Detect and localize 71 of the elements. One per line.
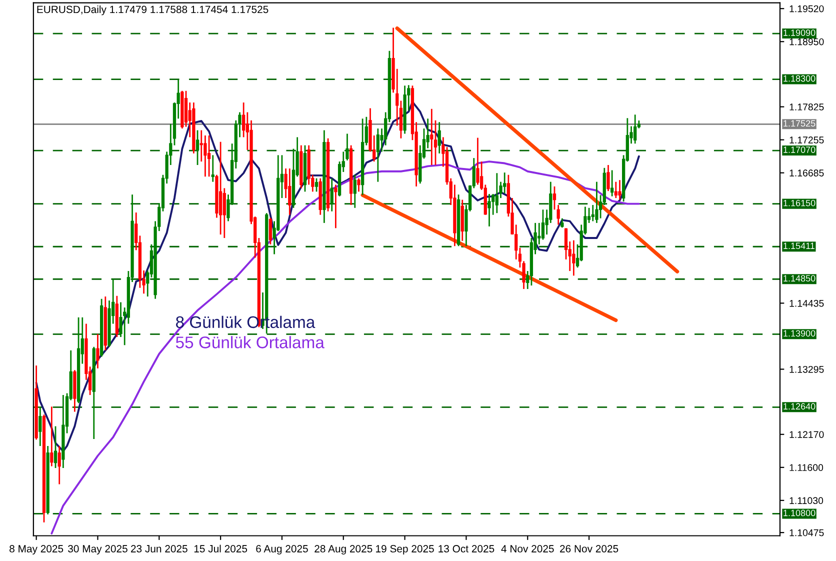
candlestick	[196, 130, 200, 166]
y-tick-label: 1.19520	[790, 5, 824, 12]
chart-title: EURUSD,Daily 1.17479 1.17588 1.17454 1.17525	[37, 5, 268, 16]
candlestick	[591, 204, 594, 222]
x-tick-label: 28 Aug 2025	[314, 545, 372, 554]
y-tick-label: 1.16685	[790, 170, 824, 176]
candlestick	[552, 186, 556, 210]
line-series	[50, 160, 640, 534]
ref-line-label: 1.12640	[784, 403, 816, 410]
y-tick-label: 1.18950	[790, 38, 824, 46]
candlestick	[314, 178, 318, 192]
candlestick	[541, 208, 545, 240]
candlestick	[610, 170, 614, 197]
candlestick	[96, 333, 100, 370]
y-tick-label: 1.17255	[790, 136, 824, 144]
x-tick-label: 8 May 2025	[10, 545, 64, 554]
candlestick	[430, 108, 434, 166]
candlestick	[572, 240, 576, 276]
ref-line-label: 1.10800	[784, 510, 816, 516]
candlestick	[634, 114, 637, 144]
candlestick	[606, 164, 610, 192]
line-series	[35, 100, 640, 452]
y-tick-label: 1.11030	[790, 497, 824, 504]
ref-line-label: 1.18300	[784, 75, 816, 82]
candlestick	[330, 178, 334, 212]
y-tick-label: 1.10475	[790, 529, 824, 536]
x-tick-label: 26 Nov 2025	[560, 545, 618, 552]
candlestick	[218, 141, 222, 236]
candlestick	[353, 174, 356, 209]
candlestick	[614, 181, 618, 199]
x-tick-label: 30 May 2025	[68, 545, 128, 554]
x-tick-label: 6 Aug 2025	[256, 545, 308, 554]
candlestick	[207, 134, 211, 178]
candlestick	[211, 154, 214, 182]
x-tick-label: 23 Jun 2025	[131, 545, 188, 552]
candlestick	[54, 426, 58, 469]
candlestick	[50, 406, 54, 467]
candlestick	[222, 187, 226, 239]
y-tick-label: 1.11600	[790, 464, 824, 472]
y-tick-label: 1.13295	[790, 366, 824, 373]
x-tick-label: 19 Sep 2025	[376, 545, 434, 554]
candlestick	[438, 121, 441, 154]
candlestick	[595, 181, 598, 224]
ref-line-label: 1.17070	[784, 146, 816, 153]
ref-line-label: 1.14850	[784, 275, 816, 282]
candlestick	[200, 130, 203, 162]
candlestick	[503, 172, 506, 194]
ref-line-label: 1.19090	[784, 30, 816, 36]
candlestick	[618, 179, 622, 200]
candlestick	[58, 445, 61, 485]
candlestick	[488, 193, 491, 228]
candlestick	[288, 168, 292, 216]
candlestick	[556, 204, 560, 226]
x-tick-label: 13 Oct 2025	[438, 545, 494, 552]
candlestick	[38, 406, 42, 447]
y-tick-label: 1.12170	[790, 431, 824, 438]
x-tick-label: 4 Nov 2025	[501, 545, 554, 552]
candlestick	[357, 178, 360, 192]
y-tick-label: 1.17825	[790, 104, 824, 110]
x-tick-label: 15 Jul 2025	[194, 544, 248, 552]
candlestick	[334, 184, 338, 229]
ref-line-label: 1.16150	[784, 200, 816, 206]
candlestick	[376, 128, 380, 182]
candlestick	[495, 172, 498, 214]
y-tick-label: 1.14435	[790, 300, 824, 307]
candlestick	[268, 217, 272, 246]
ref-line-label: 1.13900	[784, 330, 816, 337]
candlestick	[560, 218, 564, 228]
ref-line-label: 1.15411	[784, 242, 814, 250]
ref-line-label: 1.17525	[784, 120, 816, 127]
series-label: 55 Günlük Ortalama	[176, 336, 324, 348]
